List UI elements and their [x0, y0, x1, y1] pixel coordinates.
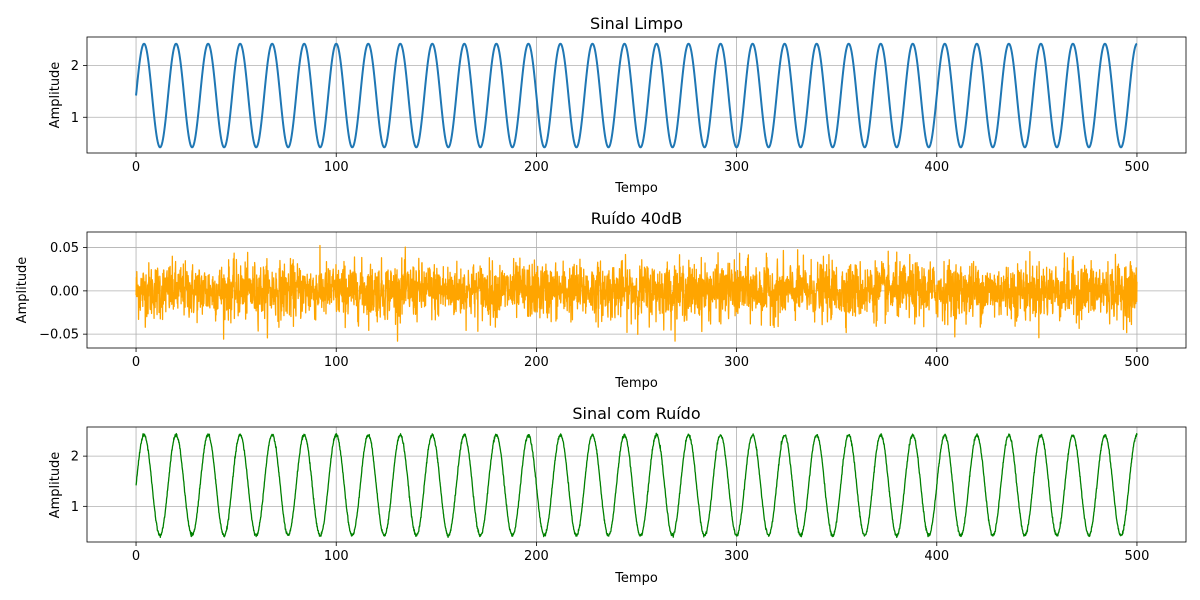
x-tick-label: 400 [924, 355, 949, 370]
x-tick-label: 0 [132, 549, 140, 564]
x-tick-label: 500 [1125, 549, 1150, 564]
y-ticks: 12 [71, 59, 87, 126]
series-line [135, 42, 1138, 149]
subplot-2: 0 100 200 300 400 500 −0.05 0.00 0.05 Ruído 40d… [15, 209, 1187, 391]
x-ticks: 0 100 200 300 400 500 [132, 348, 1149, 370]
x-ticks: 0 100 200 300 400 500 [132, 153, 1149, 175]
x-tick-label: 0 [132, 355, 140, 370]
x-tick-label: 100 [324, 549, 349, 564]
y-tick-label: 2 [71, 59, 79, 74]
x-tick-label: 200 [524, 549, 549, 564]
x-tick-label: 500 [1125, 355, 1150, 370]
x-tick-label: 200 [524, 160, 549, 175]
x-tick-label: 200 [524, 355, 549, 370]
x-axis-label: Tempo [614, 376, 658, 391]
y-tick-label: 0.05 [50, 241, 79, 256]
series-line [135, 432, 1138, 539]
series-line [135, 244, 1138, 342]
axes-frame [86, 426, 1187, 543]
subplot-3: 0 100 200 300 400 500 12 Sinal com Ruído Temp… [48, 404, 1187, 586]
x-tick-label: 300 [724, 549, 749, 564]
x-axis-label: Tempo [614, 181, 658, 196]
y-tick-label: 2 [71, 450, 79, 465]
y-ticks: 12 [71, 450, 87, 515]
x-tick-label: 100 [324, 355, 349, 370]
axes-frame [86, 36, 1187, 154]
y-tick-label: 1 [71, 111, 79, 126]
subplot-1: 0 100 200 300 400 500 12 Sinal Limpo Tempo Am… [48, 14, 1187, 196]
x-tick-label: 0 [132, 160, 140, 175]
subplot-title: Ruído 40dB [591, 209, 683, 228]
axes-frame [86, 231, 1187, 349]
series-lines [135, 432, 1138, 539]
y-ticks: −0.05 0.00 0.05 [39, 241, 87, 343]
x-tick-label: 500 [1125, 160, 1150, 175]
y-tick-label: 0.00 [50, 284, 79, 299]
x-tick-label: 300 [724, 160, 749, 175]
series-lines [135, 42, 1138, 149]
x-tick-label: 300 [724, 355, 749, 370]
x-axis-label: Tempo [614, 571, 658, 586]
x-tick-label: 400 [924, 160, 949, 175]
series-lines [135, 244, 1138, 342]
y-axis-label: Amplitude [48, 62, 63, 129]
x-tick-label: 100 [324, 160, 349, 175]
y-tick-label: 1 [71, 500, 79, 515]
x-ticks: 0 100 200 300 400 500 [132, 542, 1149, 564]
y-axis-label: Amplitude [48, 452, 63, 519]
y-axis-label: Amplitude [15, 257, 30, 324]
subplot-title: Sinal Limpo [590, 14, 683, 33]
x-tick-label: 400 [924, 549, 949, 564]
subplot-title: Sinal com Ruído [572, 404, 700, 423]
y-tick-label: −0.05 [39, 328, 79, 343]
